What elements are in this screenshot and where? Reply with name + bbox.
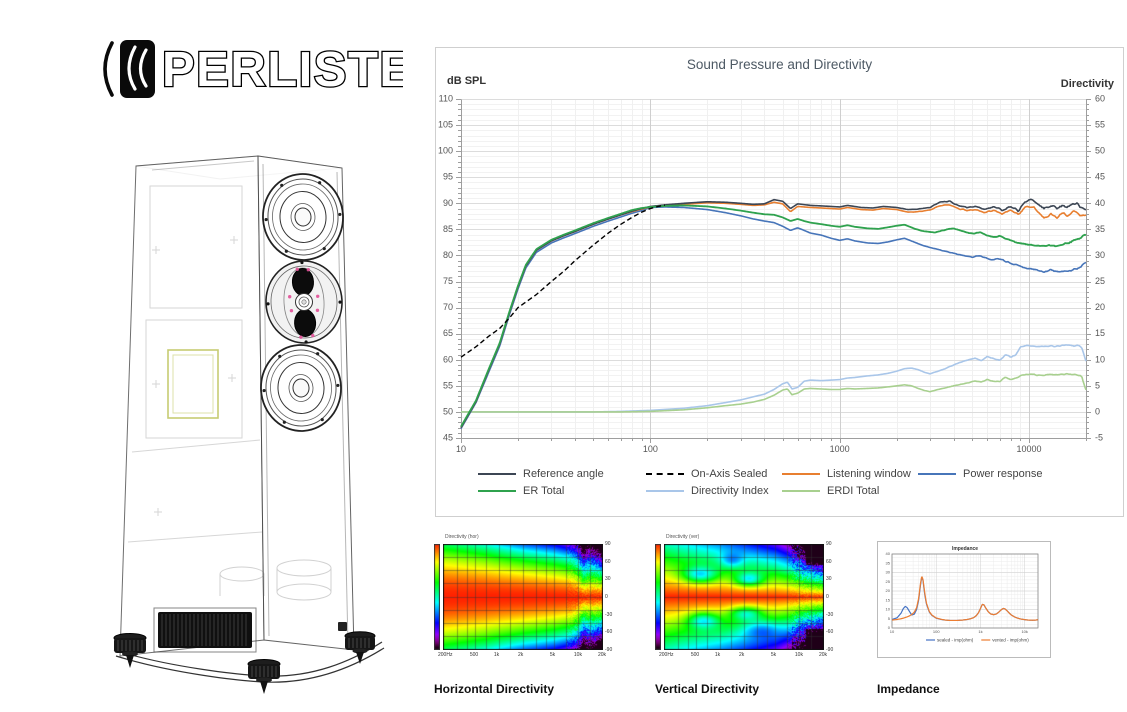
heatmap-x-tick-label: 10k: [794, 652, 803, 658]
speaker-line-drawing: [113, 155, 385, 694]
legend-swatch: [782, 473, 820, 475]
legend-swatch: [646, 490, 684, 492]
heatmap-y-tick-label: 60: [826, 558, 832, 565]
caption-vertical-directivity: Vertical Directivity: [655, 682, 760, 696]
legend-item-listening-window: Listening window: [782, 468, 918, 480]
heatmap-y-tick-label: -30: [826, 611, 834, 618]
legend-swatch: [478, 490, 516, 492]
heatmap-h-tiny-title: Directivity (hor): [445, 534, 479, 540]
impedance-panel: [877, 541, 1051, 658]
legend-label: On-Axis Sealed: [691, 468, 768, 480]
legend-label: Reference angle: [523, 468, 604, 480]
heatmap-x-tick-label: 2k: [518, 652, 524, 658]
legend-label: Power response: [963, 468, 1043, 480]
heatmap-y-tick-label: 90: [605, 541, 611, 547]
speaker-feet: [113, 631, 376, 694]
heatmap-y-tick-label: -30: [605, 611, 613, 618]
legend-item-erdi-total: ERDI Total: [782, 485, 918, 497]
logo-badge: [120, 40, 155, 98]
legend-item-on-axis-sealed: On-Axis Sealed: [646, 468, 782, 480]
impedance-plot: [878, 542, 1048, 655]
heatmap-y-tick-label: 60: [605, 558, 611, 565]
colorbar: [655, 544, 661, 650]
heatmap-x-tick-label: 5k: [549, 652, 556, 658]
legend-swatch: [646, 473, 684, 475]
legend-item-reference-angle: Reference angle: [478, 468, 646, 480]
legend-item-power-response: Power response: [918, 468, 1068, 480]
horizontal-directivity-heatmap: [443, 544, 603, 650]
spl-directivity-chart-card: Sound Pressure and Directivity dB SPL Di…: [435, 47, 1124, 517]
horizontal-directivity-panel: Directivity (hor) 200Hz 500 1k 2k 5k 10k 20k 90…: [433, 534, 618, 669]
heatmap-x-tick-label: 1k: [493, 652, 500, 658]
heatmap-y-tick-label: 30: [826, 576, 832, 583]
caption-impedance: Impedance: [877, 682, 940, 696]
heatmap-y-tick-label: -90: [605, 647, 613, 653]
heatmap-x-tick-label: 200Hz: [438, 652, 453, 658]
heatmap-y-tick-label: 30: [605, 576, 611, 583]
caption-horizontal-directivity: Horizontal Directivity: [434, 682, 555, 696]
heatmap-y-tick-label: 90: [826, 541, 832, 547]
heatmap-x-tick-label: 500: [690, 652, 700, 658]
legend-item-er-total: ER Total: [478, 485, 646, 497]
heatmap-x-tick-label: 20k: [598, 652, 607, 658]
spl-directivity-plot: [436, 48, 1123, 516]
colorbar: [434, 544, 440, 650]
heatmap-y-tick-label: -60: [605, 629, 613, 636]
legend-swatch: [918, 473, 956, 475]
heatmap-x-tick-label: 1k: [714, 652, 721, 658]
heatmap-x-tick-label: 2k: [739, 652, 745, 658]
sound-wave-icon: [103, 41, 114, 97]
legend-label: Listening window: [827, 468, 911, 480]
legend-label: Directivity Index: [691, 485, 769, 497]
heatmap-y-tick-label: -90: [826, 647, 834, 653]
heatmap-y-tick-label: 0: [605, 594, 608, 600]
heatmap-x-tick-label: 200Hz: [659, 652, 674, 658]
heatmap-x-tick-label: 500: [469, 652, 479, 658]
brand-logo-mark: PERLISTEN: [103, 40, 450, 98]
legend-swatch: [478, 473, 516, 475]
vertical-directivity-panel: Directivity (ver) 200Hz 500 1k 2k 5k 10k 20k 90…: [654, 534, 839, 669]
legend-label: ERDI Total: [827, 485, 880, 497]
chart-legend: Reference angle On-Axis Sealed Listening w…: [478, 468, 1098, 497]
heatmap-x-tick-label: 10k: [573, 652, 582, 658]
sound-wave-icon: [138, 48, 148, 88]
heatmap-x-tick-label: 20k: [819, 652, 828, 658]
legend-item-directivity-index: Directivity Index: [646, 485, 782, 497]
brand-logo: PERLISTEN: [98, 38, 450, 100]
heatmap-x-tick-label: 5k: [770, 652, 777, 658]
vertical-directivity-heatmap: [664, 544, 824, 650]
heatmap-y-tick-label: -60: [826, 629, 834, 636]
sound-wave-icon: [127, 45, 137, 91]
legend-swatch: [782, 490, 820, 492]
brand-wordmark: PERLISTEN: [162, 43, 403, 97]
legend-label: ER Total: [523, 485, 565, 497]
heatmap-y-tick-label: 0: [826, 594, 829, 600]
heatmap-v-tiny-title: Directivity (ver): [666, 534, 700, 540]
